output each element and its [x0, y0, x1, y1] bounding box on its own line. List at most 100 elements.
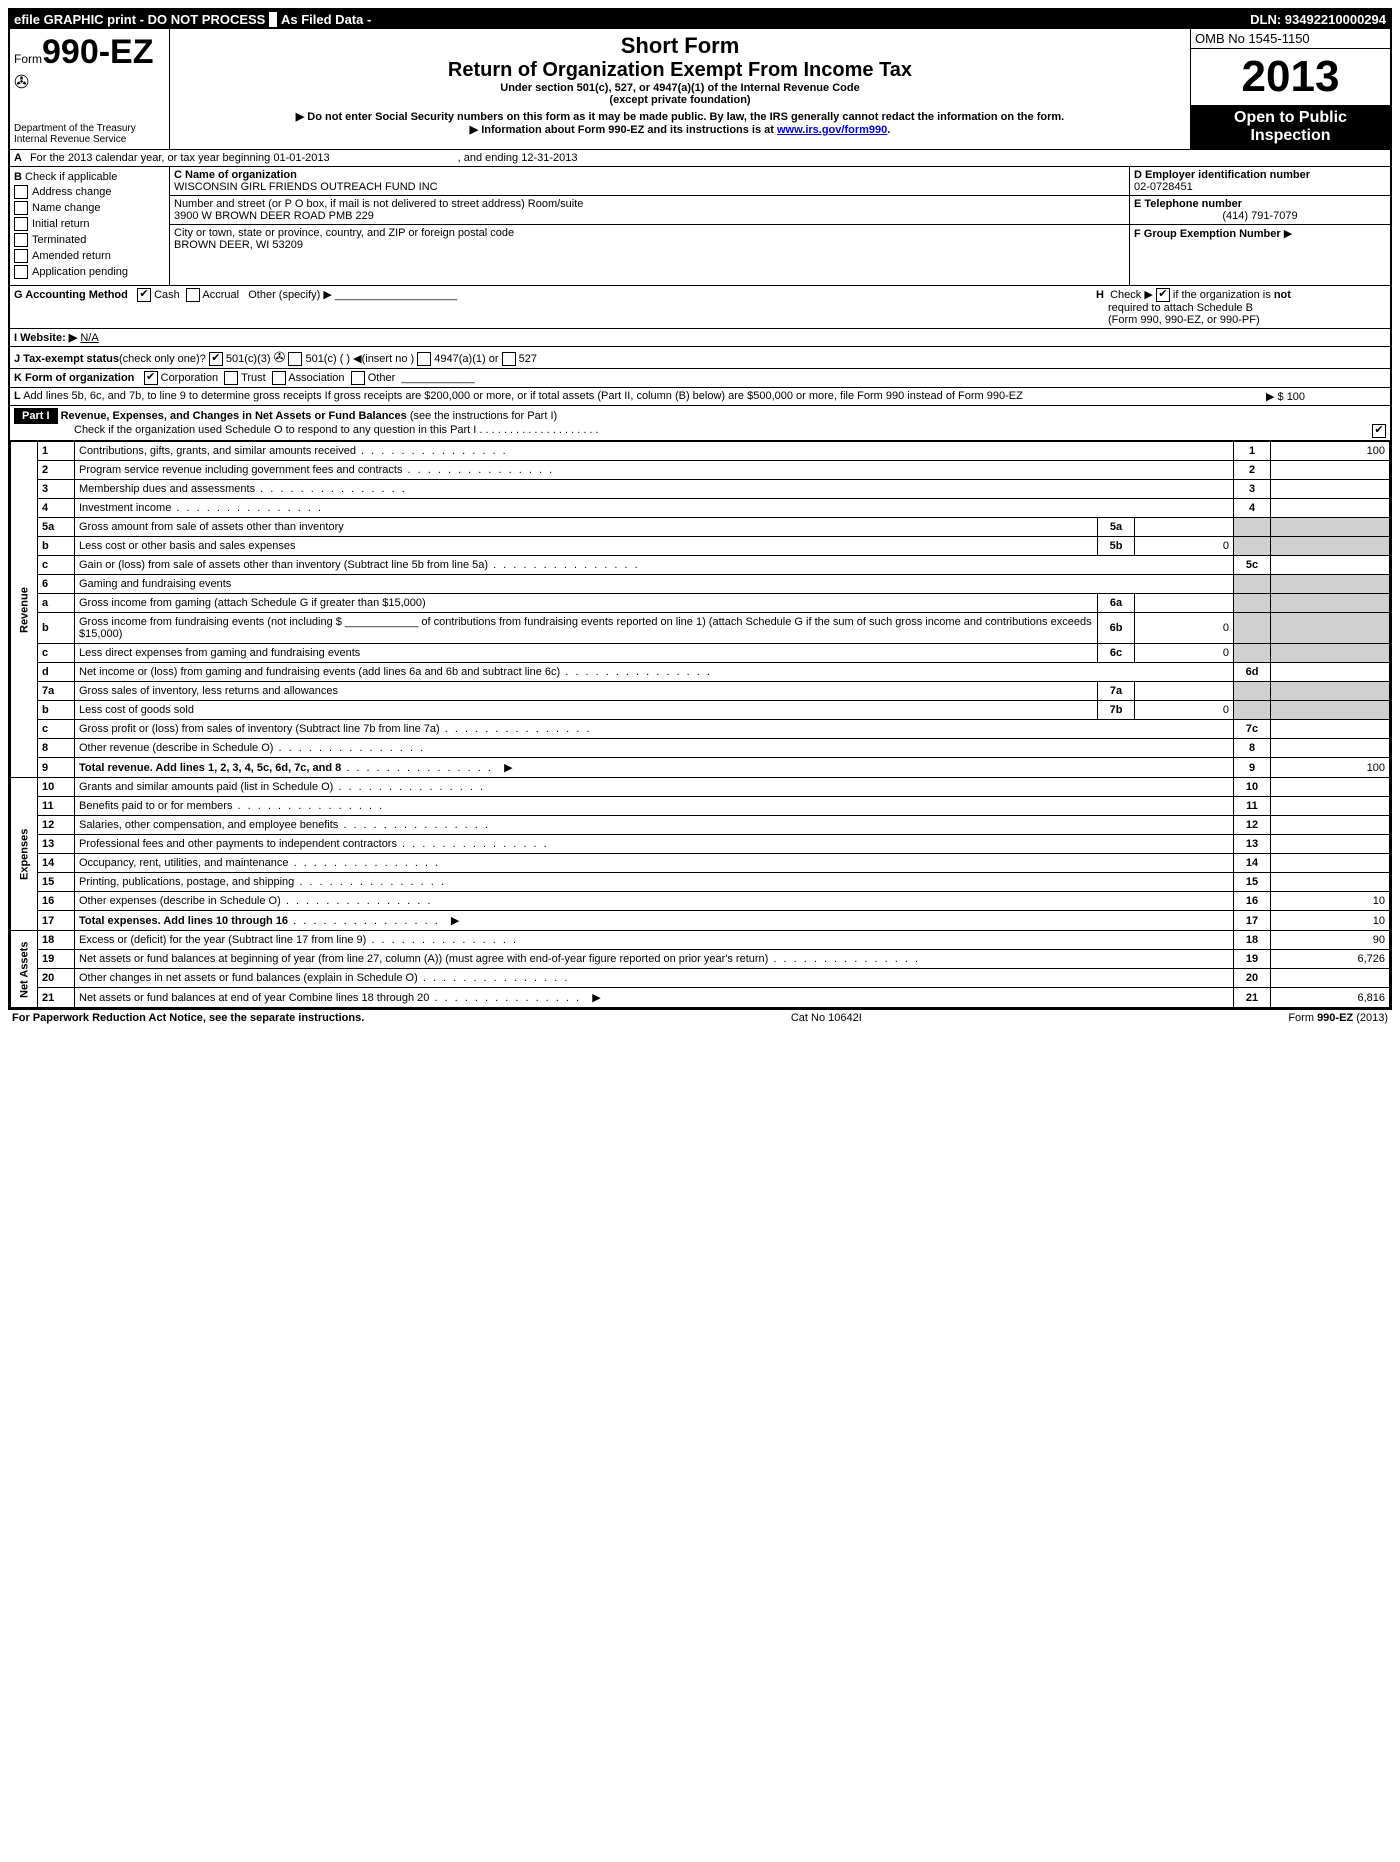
line-num: 5a: [38, 518, 75, 537]
sub-line-num: 7b: [1098, 701, 1135, 720]
line-num: 20: [38, 969, 75, 988]
header-note-1: ▶ Do not enter Social Security numbers o…: [174, 110, 1186, 123]
sub-line-amount: [1135, 682, 1234, 701]
line-desc: Membership dues and assessments: [75, 480, 1234, 499]
row-a: A For the 2013 calendar year, or tax yea…: [10, 150, 1390, 167]
form-prefix: Form: [14, 52, 42, 66]
line-amount: [1271, 778, 1390, 797]
accrual-checkbox[interactable]: [186, 288, 200, 302]
line-num: 13: [38, 835, 75, 854]
line-desc: Gross sales of inventory, less returns a…: [75, 682, 1098, 701]
line-num: 14: [38, 854, 75, 873]
line-desc: Gross profit or (loss) from sales of inv…: [75, 720, 1234, 739]
line-num: d: [38, 663, 75, 682]
line-rnum-gray: [1234, 644, 1271, 663]
line-amount-gray: [1271, 682, 1390, 701]
line-rnum: 9: [1234, 758, 1271, 778]
501c-checkbox[interactable]: [288, 352, 302, 366]
cash-checkbox[interactable]: [137, 288, 151, 302]
line-amount: [1271, 461, 1390, 480]
footer-right: Form 990-EZ (2013): [1288, 1012, 1388, 1024]
line-num: 19: [38, 950, 75, 969]
group-exempt-label: F Group Exemption Number: [1134, 228, 1281, 240]
line-num: 17: [38, 911, 75, 931]
line-amount-gray: [1271, 518, 1390, 537]
city-label: City or town, state or province, country…: [174, 227, 1125, 239]
line-rnum: 12: [1234, 816, 1271, 835]
line-amount: [1271, 480, 1390, 499]
line-amount: 6,726: [1271, 950, 1390, 969]
line-num: 12: [38, 816, 75, 835]
line-desc: Net assets or fund balances at beginning…: [75, 950, 1234, 969]
line-rnum-gray: [1234, 682, 1271, 701]
line-desc: Less direct expenses from gaming and fun…: [75, 644, 1098, 663]
line-desc: Less cost of goods sold: [75, 701, 1098, 720]
corporation-checkbox[interactable]: [144, 371, 158, 385]
line-num: c: [38, 644, 75, 663]
line-amount-gray: [1271, 613, 1390, 644]
subtitle-2: (except private foundation): [174, 94, 1186, 106]
line-desc: Total expenses. Add lines 10 through 16 …: [75, 911, 1234, 931]
sub-line-amount: 0: [1135, 537, 1234, 556]
street-label: Number and street (or P O box, if mail i…: [174, 198, 1125, 210]
line-rnum: 20: [1234, 969, 1271, 988]
form-number: 990-EZ: [42, 33, 154, 71]
line-desc: Program service revenue including govern…: [75, 461, 1234, 480]
checkbox-terminated[interactable]: [14, 233, 28, 247]
line-num: 8: [38, 739, 75, 758]
irs-link[interactable]: www.irs.gov/form990: [777, 124, 887, 136]
trust-checkbox[interactable]: [224, 371, 238, 385]
form-container: efile GRAPHIC print - DO NOT PROCESS | A…: [8, 8, 1392, 1010]
line-num: 21: [38, 988, 75, 1008]
527-checkbox[interactable]: [502, 352, 516, 366]
footer-center: Cat No 10642I: [791, 1012, 862, 1024]
line-amount: 10: [1271, 892, 1390, 911]
line-desc: Benefits paid to or for members: [75, 797, 1234, 816]
line-amount-gray: [1271, 537, 1390, 556]
501c3-checkbox[interactable]: [209, 352, 223, 366]
checkbox-initial-return[interactable]: [14, 217, 28, 231]
line-num: 15: [38, 873, 75, 892]
line-desc: Contributions, gifts, grants, and simila…: [75, 442, 1234, 461]
line-num: 11: [38, 797, 75, 816]
line-desc: Other expenses (describe in Schedule O): [75, 892, 1234, 911]
tel-label: E Telephone number: [1134, 198, 1386, 210]
line-num: b: [38, 701, 75, 720]
line-desc: Excess or (deficit) for the year (Subtra…: [75, 931, 1234, 950]
line-amount-gray: [1271, 594, 1390, 613]
line-amount: [1271, 797, 1390, 816]
schedule-b-checkbox[interactable]: [1156, 288, 1170, 302]
line-rnum: 4: [1234, 499, 1271, 518]
other-checkbox[interactable]: [351, 371, 365, 385]
line-desc: Total revenue. Add lines 1, 2, 3, 4, 5c,…: [75, 758, 1234, 778]
line-desc: Gain or (loss) from sale of assets other…: [75, 556, 1234, 575]
checkbox-amended-return[interactable]: [14, 249, 28, 263]
line-rnum-gray: [1234, 701, 1271, 720]
association-checkbox[interactable]: [272, 371, 286, 385]
open-public-badge: Open to Public Inspection: [1191, 105, 1390, 149]
schedule-o-checkbox[interactable]: [1372, 424, 1386, 438]
line-amount: [1271, 854, 1390, 873]
footer: For Paperwork Reduction Act Notice, see …: [8, 1010, 1392, 1026]
line-rnum: 21: [1234, 988, 1271, 1008]
line-desc: Other revenue (describe in Schedule O): [75, 739, 1234, 758]
column-d: D Employer identification number 02-0728…: [1130, 167, 1390, 285]
line-desc: Printing, publications, postage, and shi…: [75, 873, 1234, 892]
efile-label: efile GRAPHIC print - DO NOT PROCESS: [14, 12, 265, 27]
4947-checkbox[interactable]: [417, 352, 431, 366]
line-rnum: 14: [1234, 854, 1271, 873]
line-num: c: [38, 720, 75, 739]
as-filed-label: As Filed Data -: [281, 12, 371, 27]
sub-line-num: 6b: [1098, 613, 1135, 644]
line-amount: [1271, 556, 1390, 575]
checkbox-application-pending[interactable]: [14, 265, 28, 279]
line-amount: 100: [1271, 442, 1390, 461]
line-amount: [1271, 873, 1390, 892]
line-desc: Other changes in net assets or fund bala…: [75, 969, 1234, 988]
subtitle-1: Under section 501(c), 527, or 4947(a)(1)…: [174, 82, 1186, 94]
header-note-2: ▶ Information about Form 990-EZ and its …: [174, 123, 1186, 136]
column-c: C Name of organization WISCONSIN GIRL FR…: [170, 167, 1130, 285]
tel-value: (414) 791-7079: [1134, 210, 1386, 222]
checkbox-name-change[interactable]: [14, 201, 28, 215]
checkbox-address-change[interactable]: [14, 185, 28, 199]
